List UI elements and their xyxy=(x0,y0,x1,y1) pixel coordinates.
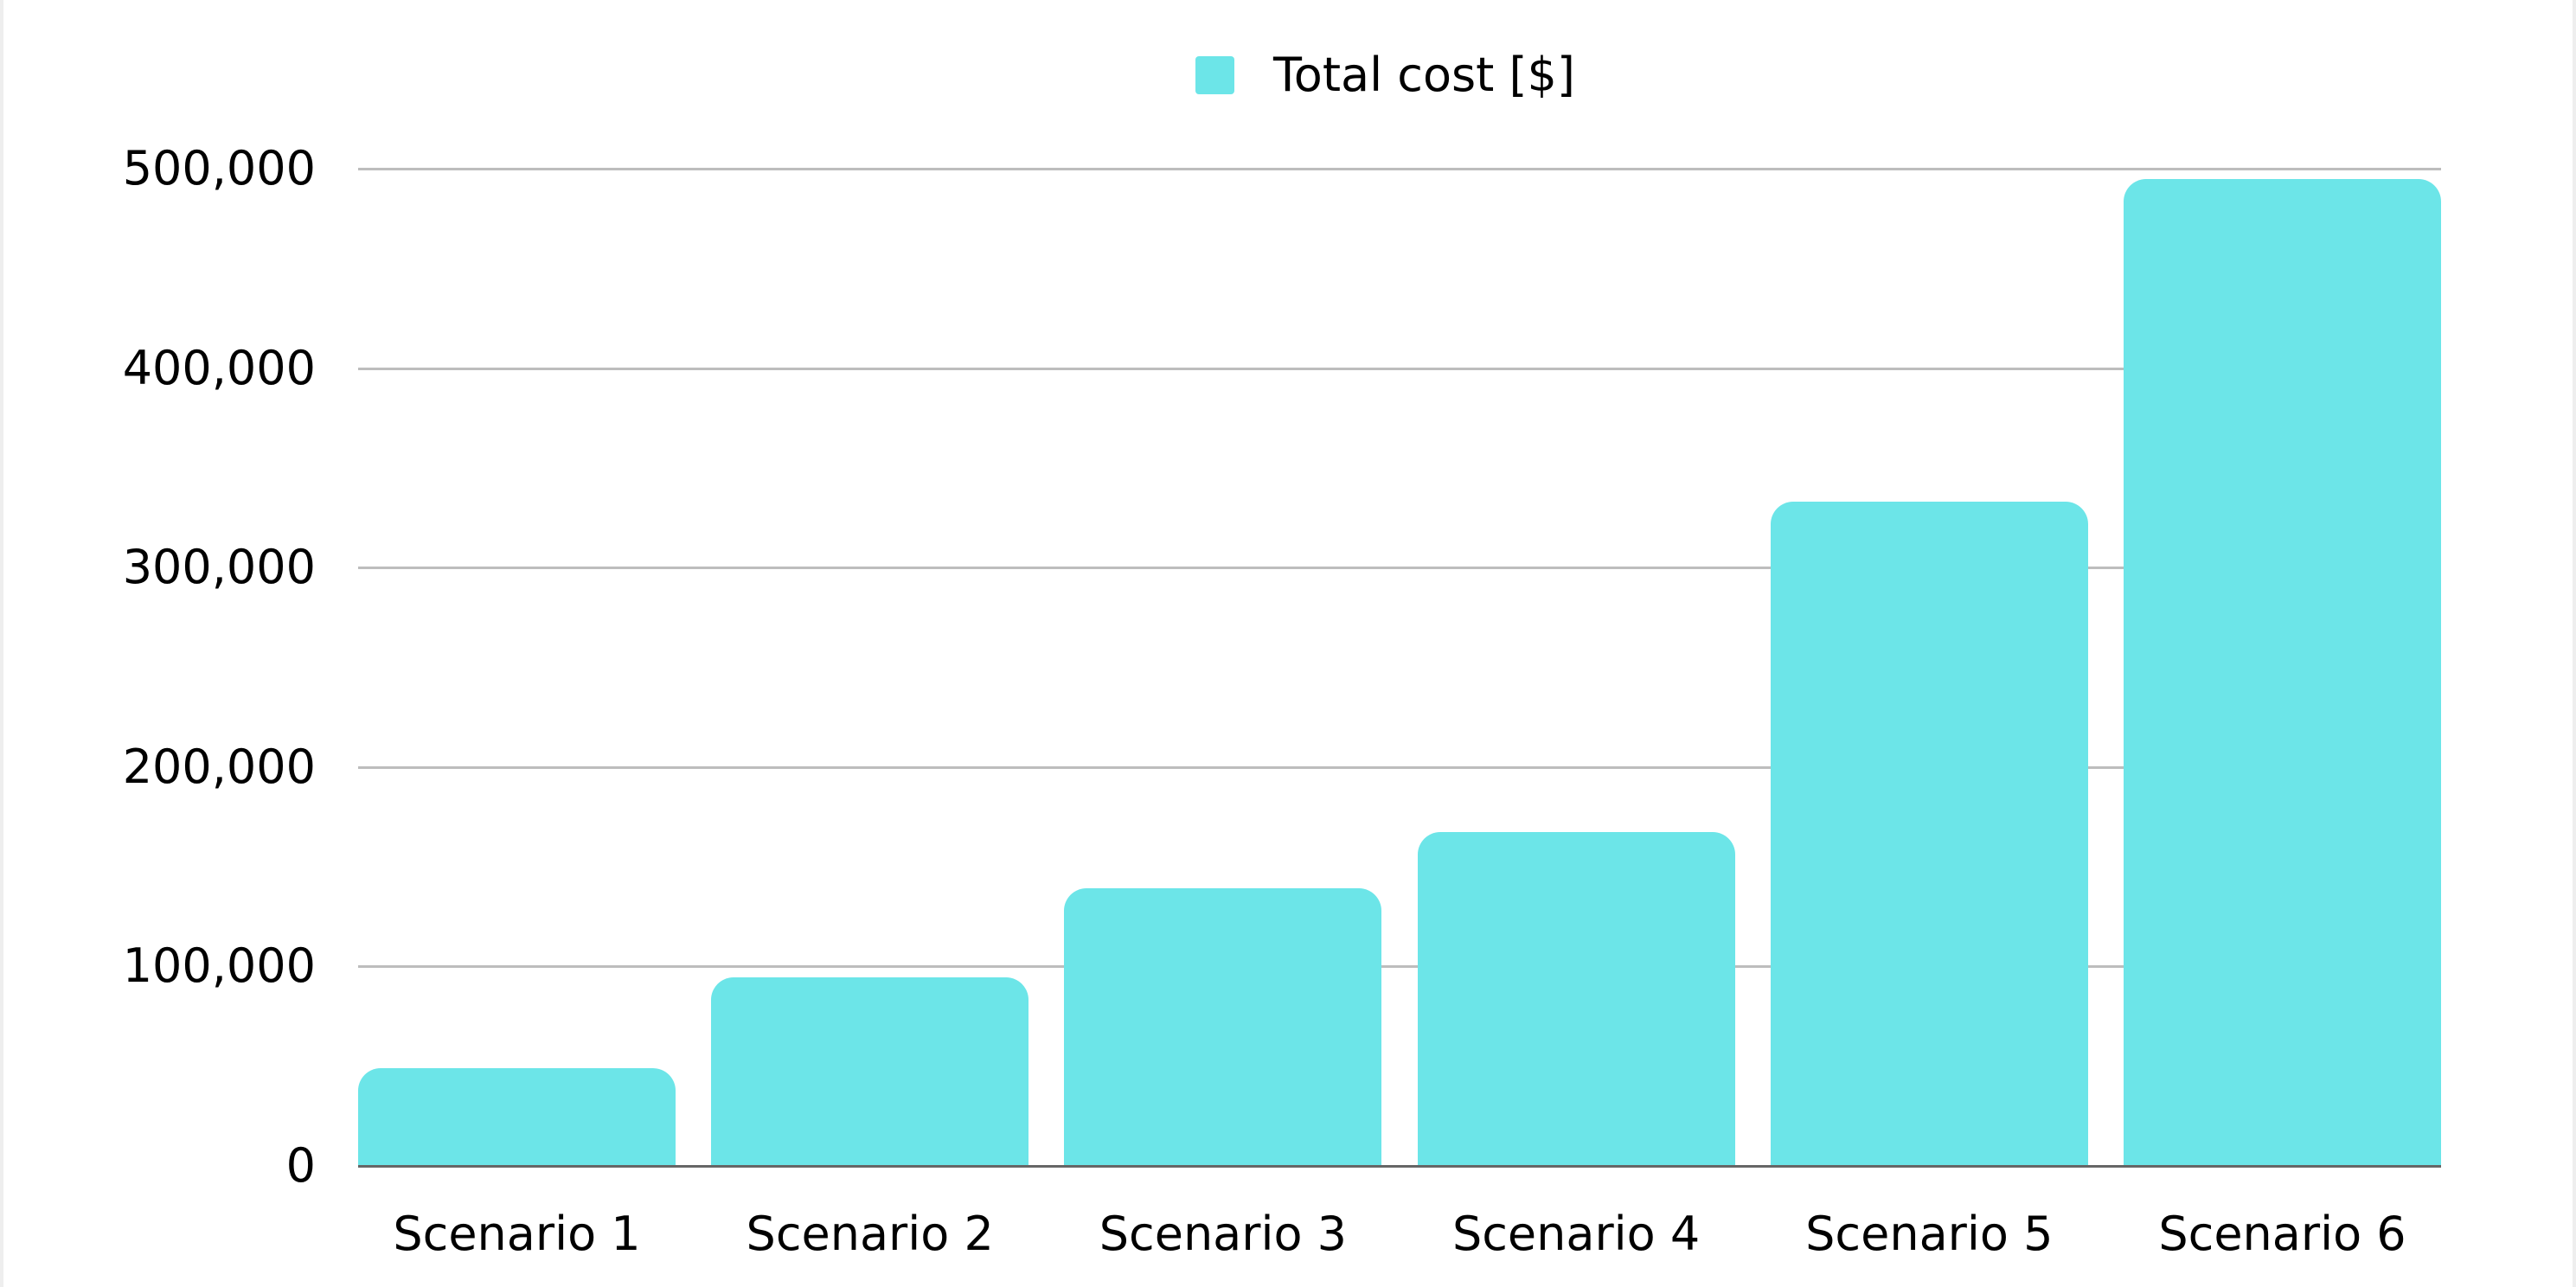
bar[interactable] xyxy=(1417,831,1735,1166)
gridline xyxy=(358,168,2441,170)
bar[interactable] xyxy=(1770,502,2088,1166)
x-tick-label: Scenario 2 xyxy=(746,1207,994,1261)
bar[interactable] xyxy=(2124,178,2441,1166)
gridline xyxy=(358,765,2441,769)
left-border xyxy=(0,0,3,1287)
right-border xyxy=(2573,0,2576,1287)
y-tick-label: 0 xyxy=(285,1138,316,1193)
y-tick-label: 200,000 xyxy=(122,739,316,794)
y-tick-label: 400,000 xyxy=(122,340,316,395)
bar[interactable] xyxy=(711,977,1029,1166)
x-tick-label: Scenario 3 xyxy=(1099,1207,1348,1261)
x-tick-label: Scenario 6 xyxy=(2158,1207,2406,1261)
bar[interactable] xyxy=(358,1068,676,1166)
legend: Total cost [$] xyxy=(1195,45,1575,106)
y-tick-label: 100,000 xyxy=(122,938,316,994)
gridline xyxy=(358,567,2441,570)
x-tick-label: Scenario 4 xyxy=(1451,1207,1701,1261)
y-tick-label: 300,000 xyxy=(122,540,316,595)
plot-area xyxy=(358,168,2441,1168)
x-tick-label: Scenario 1 xyxy=(393,1207,641,1261)
gridline xyxy=(358,367,2441,370)
y-tick-label: 500,000 xyxy=(122,141,316,195)
x-tick-label: Scenario 5 xyxy=(1805,1207,2054,1261)
legend-swatch xyxy=(1195,56,1234,94)
gridline xyxy=(358,965,2441,969)
x-axis-line xyxy=(358,1165,2441,1168)
bar[interactable] xyxy=(1064,888,1382,1166)
legend-label: Total cost [$] xyxy=(1273,48,1575,102)
